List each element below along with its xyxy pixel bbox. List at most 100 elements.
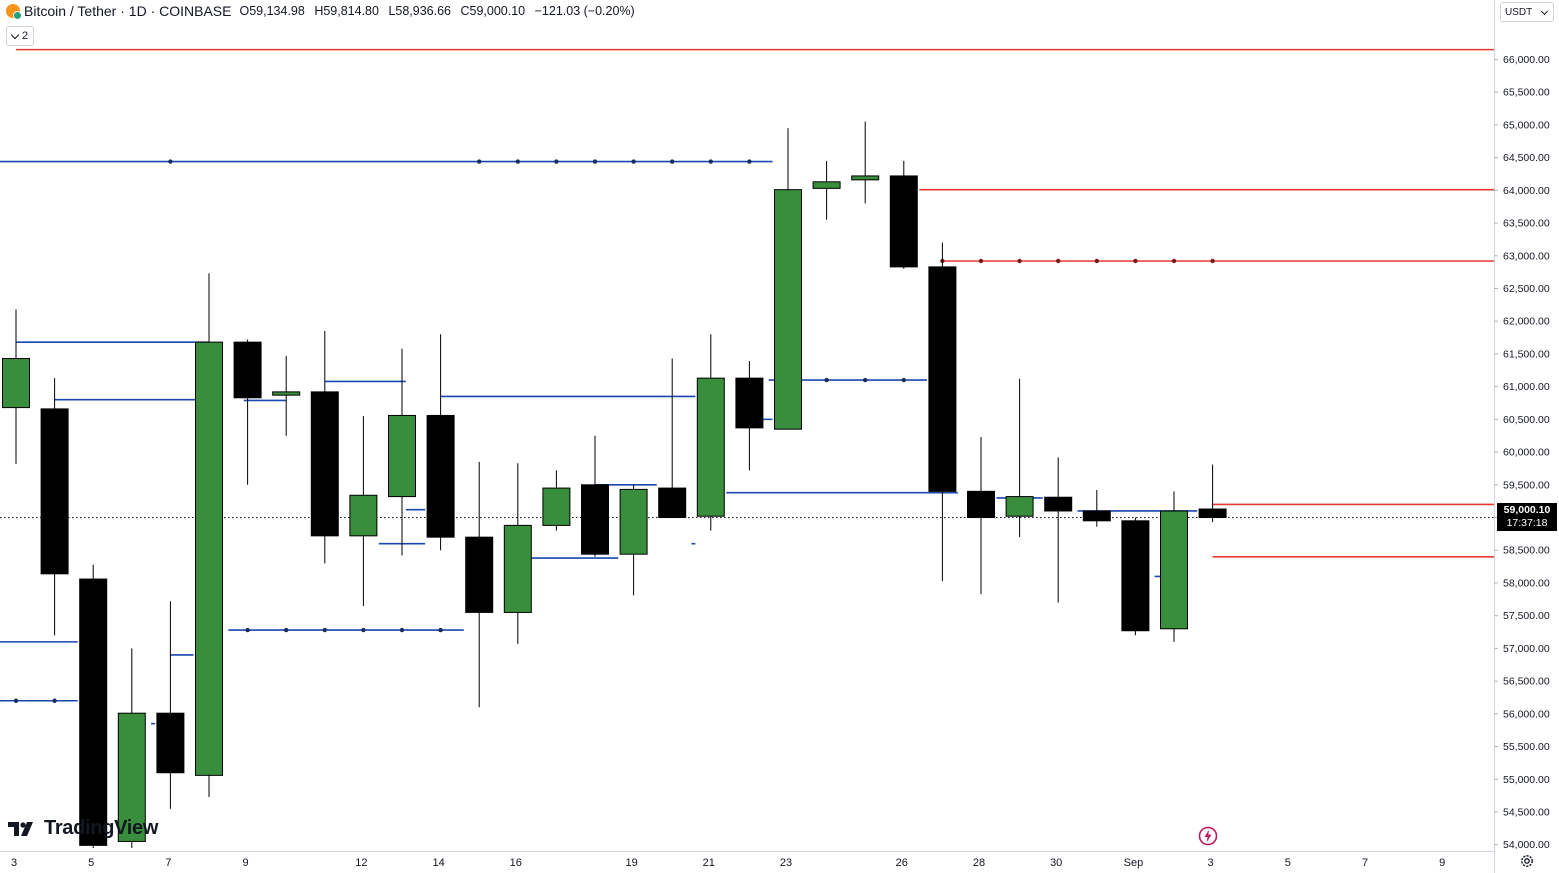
time-tick-label: 30 [1050, 857, 1062, 869]
level-dot [863, 377, 868, 383]
candle-down [581, 484, 609, 555]
candle-up [2, 358, 30, 409]
close-value: C59,000.10 [460, 4, 526, 18]
price-tick-label: 64,000.00 [1503, 185, 1550, 197]
tradingview-logo[interactable]: TradingView [8, 817, 158, 840]
price-tick-label: 64,500.00 [1503, 152, 1550, 164]
high-value: H59,814.80 [314, 4, 379, 18]
level-dot [477, 159, 482, 164]
level-dot [824, 377, 829, 383]
time-tick-label: 14 [432, 857, 444, 869]
symbol-legend: Bitcoin / Tether · 1D · COINBASE O59,134… [6, 3, 641, 20]
candle-up [774, 189, 802, 430]
candle-down [1121, 520, 1150, 632]
level-dot [245, 627, 250, 633]
time-tick-label: 23 [780, 857, 792, 869]
chevron-down-icon [1540, 7, 1549, 16]
candle-up [696, 377, 725, 517]
open-value: O59,134.98 [239, 4, 305, 18]
time-tick-label: 9 [1439, 857, 1445, 869]
time-tick-label: 16 [510, 857, 522, 869]
candle-down [1044, 496, 1073, 512]
candle-down [426, 414, 455, 538]
candle-up [812, 181, 841, 189]
price-tick-label: 57,000.00 [1503, 643, 1550, 655]
indicator-count: 2 [22, 30, 29, 42]
level-dot [708, 159, 713, 164]
candle-up [117, 712, 146, 842]
currency-select[interactable]: USDT [1500, 2, 1554, 22]
level-dot [1017, 258, 1022, 264]
candle-up [349, 494, 378, 537]
tradingview-logo-icon [8, 821, 33, 836]
level-dot [438, 627, 443, 633]
bar-countdown: 17:37:18 [1506, 517, 1548, 529]
candle-up [542, 487, 571, 526]
time-tick-label: 28 [973, 857, 985, 869]
price-tick-label: 61,500.00 [1503, 348, 1550, 360]
price-tick-label: 54,500.00 [1503, 807, 1550, 819]
last-price-label: 59,000.10 17:37:18 [1497, 503, 1557, 531]
price-tick-label: 65,500.00 [1503, 87, 1550, 99]
level-dot [631, 159, 636, 164]
price-tick-label: 62,000.00 [1503, 316, 1550, 328]
candle-down [928, 266, 957, 492]
price-tick-label: 65,000.00 [1503, 119, 1550, 131]
level-dot [978, 258, 984, 264]
level-dot [592, 159, 598, 164]
indicators-toggle-button[interactable]: 2 [6, 26, 35, 46]
level-dot [1094, 258, 1100, 264]
bitcoin-coin-icon [6, 4, 22, 20]
low-value: L58,936.66 [388, 4, 451, 18]
level-dot [515, 159, 520, 164]
price-tick-label: 55,500.00 [1503, 741, 1550, 753]
level-dot [901, 377, 906, 383]
price-tick-label: 62,500.00 [1503, 283, 1550, 295]
chevron-down-icon [10, 30, 20, 39]
price-tick-label: 55,000.00 [1503, 774, 1550, 786]
price-tick-label: 56,500.00 [1503, 676, 1550, 688]
price-tick-label: 54,000.00 [1503, 839, 1550, 851]
change-value: −121.03 (−0.20%) [534, 4, 635, 18]
time-tick-label: 3 [11, 857, 17, 869]
plot-area [0, 48, 1494, 848]
level-dot [1133, 258, 1138, 264]
time-tick-label: 26 [896, 857, 908, 869]
candle-down [967, 490, 995, 519]
price-tick-label: 58,000.00 [1503, 577, 1550, 589]
price-tick-label: 60,000.00 [1503, 447, 1550, 459]
price-tick-label: 63,000.00 [1503, 250, 1550, 262]
candle-up [851, 175, 880, 181]
candle-up [388, 414, 416, 498]
time-tick-label: 9 [243, 857, 249, 869]
level-dot [670, 159, 675, 164]
ohlc-values: O59,134.98 H59,814.80 L58,936.66 C59,000… [239, 4, 640, 18]
candle-up [619, 488, 648, 555]
level-dot [1056, 258, 1061, 264]
candle-down [156, 712, 185, 774]
candle-up [503, 524, 532, 613]
price-tick-label: 59,500.00 [1503, 479, 1550, 491]
candle-up [1160, 510, 1188, 630]
settings-gear-icon[interactable] [1519, 853, 1535, 869]
candle-up [1005, 496, 1034, 517]
level-dot [747, 159, 752, 164]
candle-down [1082, 510, 1111, 522]
time-tick-label: 21 [703, 857, 715, 869]
last-price-value: 59,000.10 [1503, 504, 1551, 516]
level-dot [361, 627, 366, 633]
price-tick-label: 57,500.00 [1503, 610, 1550, 622]
level-dot [554, 159, 559, 164]
level-dot [284, 627, 289, 633]
level-dot [52, 698, 57, 703]
lightning-icon[interactable] [1198, 826, 1218, 846]
price-tick-label: 61,000.00 [1503, 381, 1550, 393]
price-tick-label: 58,500.00 [1503, 545, 1550, 557]
time-tick-label: 5 [88, 857, 94, 869]
symbol-title[interactable]: Bitcoin / Tether · 1D · COINBASE [24, 3, 232, 19]
level-dot [322, 627, 327, 633]
candle-down [310, 391, 339, 537]
price-tick-label: 66,000.00 [1503, 54, 1550, 66]
level-dot [399, 627, 405, 633]
